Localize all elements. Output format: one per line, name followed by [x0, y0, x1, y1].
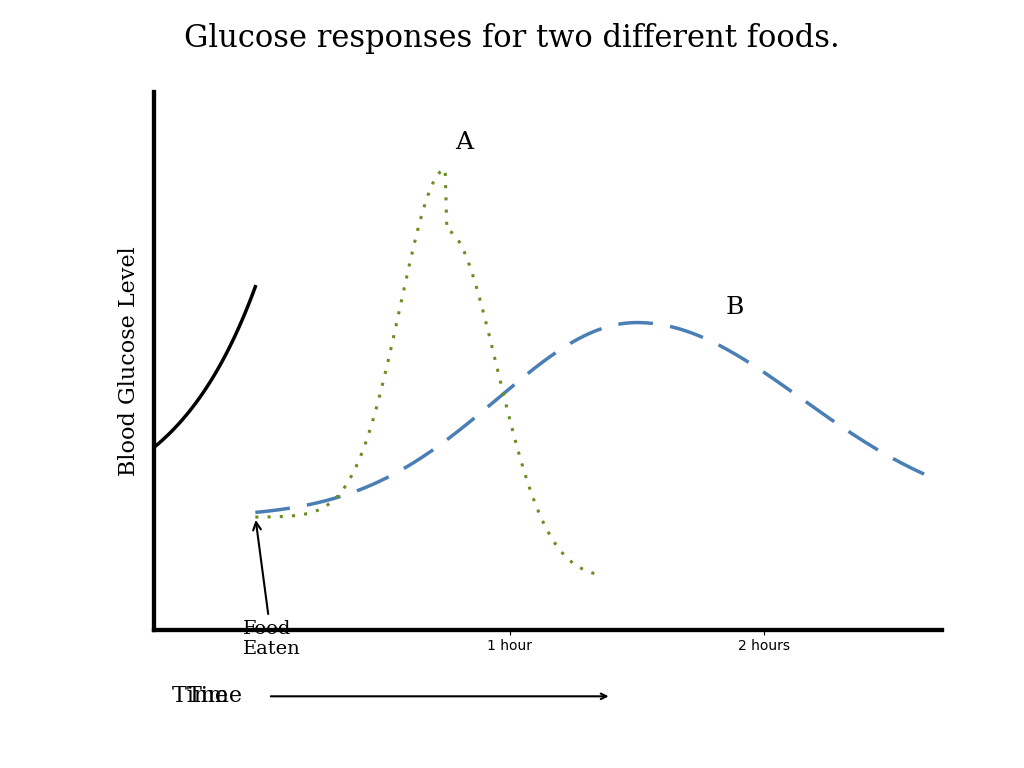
Text: B: B: [726, 296, 744, 319]
Text: A: A: [455, 131, 473, 154]
Text: Food
Eaten: Food Eaten: [243, 522, 300, 658]
Text: Time: Time: [186, 685, 243, 707]
Y-axis label: Blood Glucose Level: Blood Glucose Level: [118, 246, 139, 476]
Text: Glucose responses for two different foods.: Glucose responses for two different food…: [184, 23, 840, 54]
Text: Time: Time: [172, 685, 243, 707]
